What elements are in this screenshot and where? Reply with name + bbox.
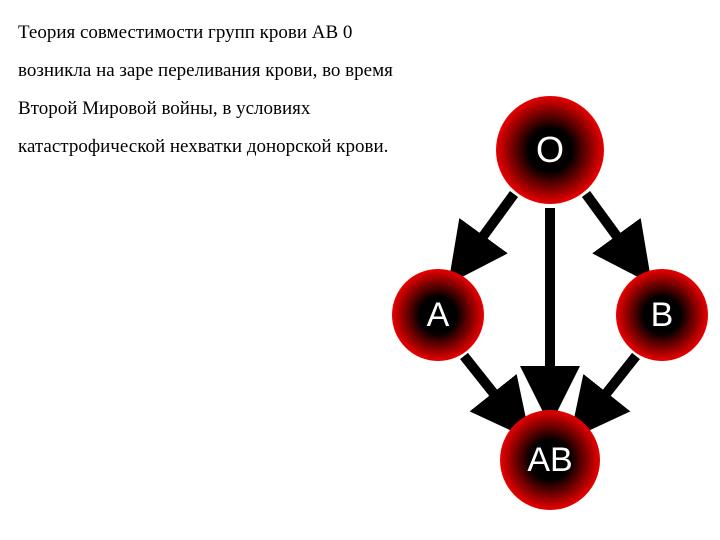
node-label-A: A bbox=[427, 296, 450, 335]
edge-A-AB bbox=[464, 356, 518, 424]
node-AB: AB bbox=[500, 410, 600, 510]
edge-B-AB bbox=[582, 356, 636, 424]
node-label-AB: AB bbox=[527, 441, 572, 480]
body-paragraph: Теория совместимости групп крови AB 0 во… bbox=[18, 14, 423, 166]
node-label-B: B bbox=[651, 296, 674, 335]
node-A: A bbox=[392, 269, 484, 361]
node-O: O bbox=[496, 96, 604, 204]
node-label-O: O bbox=[536, 129, 564, 171]
node-B: B bbox=[616, 269, 708, 361]
page-root: Теория совместимости групп крови AB 0 во… bbox=[0, 0, 720, 540]
edge-O-A bbox=[460, 194, 514, 268]
edges-group bbox=[460, 194, 640, 424]
edge-O-B bbox=[586, 194, 640, 268]
blood-type-diagram: OABAB bbox=[400, 90, 700, 520]
